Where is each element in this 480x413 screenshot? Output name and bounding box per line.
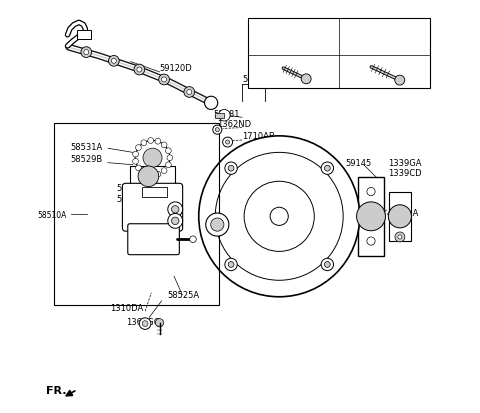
Circle shape: [215, 128, 219, 133]
Bar: [388, 192, 411, 242]
Circle shape: [187, 90, 192, 95]
Circle shape: [321, 259, 334, 271]
Circle shape: [84, 50, 89, 55]
Circle shape: [190, 236, 196, 243]
Circle shape: [218, 110, 230, 122]
Circle shape: [225, 259, 237, 271]
Text: 1125DA: 1125DA: [351, 31, 384, 40]
Circle shape: [132, 159, 138, 165]
Text: 1310DA: 1310DA: [110, 303, 143, 312]
Circle shape: [204, 97, 218, 110]
Circle shape: [166, 162, 171, 168]
Circle shape: [388, 205, 411, 228]
Circle shape: [148, 173, 154, 178]
Polygon shape: [130, 166, 175, 189]
Circle shape: [226, 141, 230, 145]
Text: 58672: 58672: [116, 183, 143, 192]
Circle shape: [228, 166, 234, 172]
Text: 59145: 59145: [345, 159, 372, 168]
Circle shape: [155, 139, 161, 145]
Circle shape: [367, 188, 375, 196]
Circle shape: [136, 166, 142, 171]
Circle shape: [398, 235, 402, 240]
Circle shape: [111, 59, 116, 64]
Circle shape: [81, 47, 92, 58]
Circle shape: [132, 152, 138, 158]
Circle shape: [137, 68, 142, 73]
Text: 1339GA: 1339GA: [388, 159, 422, 168]
Circle shape: [225, 163, 237, 175]
Circle shape: [141, 140, 147, 146]
Circle shape: [155, 172, 161, 178]
Text: 59110A: 59110A: [236, 272, 268, 281]
Circle shape: [228, 262, 234, 268]
Circle shape: [138, 166, 159, 187]
Circle shape: [213, 126, 222, 135]
Circle shape: [156, 319, 164, 327]
Circle shape: [301, 75, 311, 85]
Circle shape: [139, 318, 151, 330]
Text: 1362ND: 1362ND: [217, 120, 252, 129]
Circle shape: [108, 56, 119, 67]
Circle shape: [162, 78, 167, 83]
Circle shape: [159, 75, 169, 85]
FancyArrowPatch shape: [66, 391, 75, 396]
Circle shape: [395, 233, 405, 242]
Circle shape: [206, 214, 229, 237]
Circle shape: [161, 142, 167, 148]
Circle shape: [136, 145, 142, 151]
Text: 58531A: 58531A: [71, 142, 103, 151]
Text: 59120D: 59120D: [159, 64, 192, 73]
Circle shape: [324, 166, 330, 172]
Text: 1339CD: 1339CD: [388, 169, 422, 178]
Bar: [142, 187, 167, 197]
Circle shape: [135, 141, 170, 176]
FancyBboxPatch shape: [128, 224, 180, 255]
Circle shape: [184, 88, 195, 98]
Circle shape: [141, 171, 147, 176]
Text: 11234: 11234: [261, 31, 287, 40]
Circle shape: [211, 218, 224, 232]
Circle shape: [143, 149, 162, 168]
Text: FR.: FR.: [46, 385, 67, 395]
Circle shape: [171, 206, 179, 214]
Bar: [215, 114, 224, 119]
Circle shape: [357, 202, 385, 231]
Text: 58510A: 58510A: [38, 210, 67, 219]
Text: 58672: 58672: [116, 195, 143, 204]
Text: 58581: 58581: [213, 109, 240, 119]
Circle shape: [367, 237, 375, 246]
Circle shape: [166, 148, 171, 154]
Circle shape: [321, 163, 334, 175]
Circle shape: [142, 321, 148, 327]
Circle shape: [199, 137, 360, 297]
Circle shape: [324, 262, 330, 268]
FancyBboxPatch shape: [122, 184, 183, 232]
Text: 1360GG: 1360GG: [127, 317, 161, 326]
Circle shape: [168, 202, 183, 217]
Text: 17104: 17104: [197, 216, 223, 225]
Circle shape: [395, 76, 405, 86]
Circle shape: [223, 138, 233, 147]
Circle shape: [167, 155, 173, 161]
Text: 58525A: 58525A: [168, 290, 200, 299]
Bar: [77, 31, 92, 40]
Circle shape: [171, 218, 179, 225]
Circle shape: [270, 208, 288, 226]
Text: 58580F: 58580F: [242, 74, 274, 83]
Text: 43779A: 43779A: [386, 208, 419, 217]
Bar: [248, 19, 430, 89]
Text: 1710AB: 1710AB: [242, 131, 275, 140]
Bar: [54, 124, 219, 305]
Text: 58529B: 58529B: [71, 155, 103, 164]
Circle shape: [161, 169, 167, 174]
Circle shape: [134, 65, 145, 76]
Circle shape: [168, 214, 183, 229]
Bar: [358, 178, 384, 256]
Circle shape: [148, 138, 154, 144]
